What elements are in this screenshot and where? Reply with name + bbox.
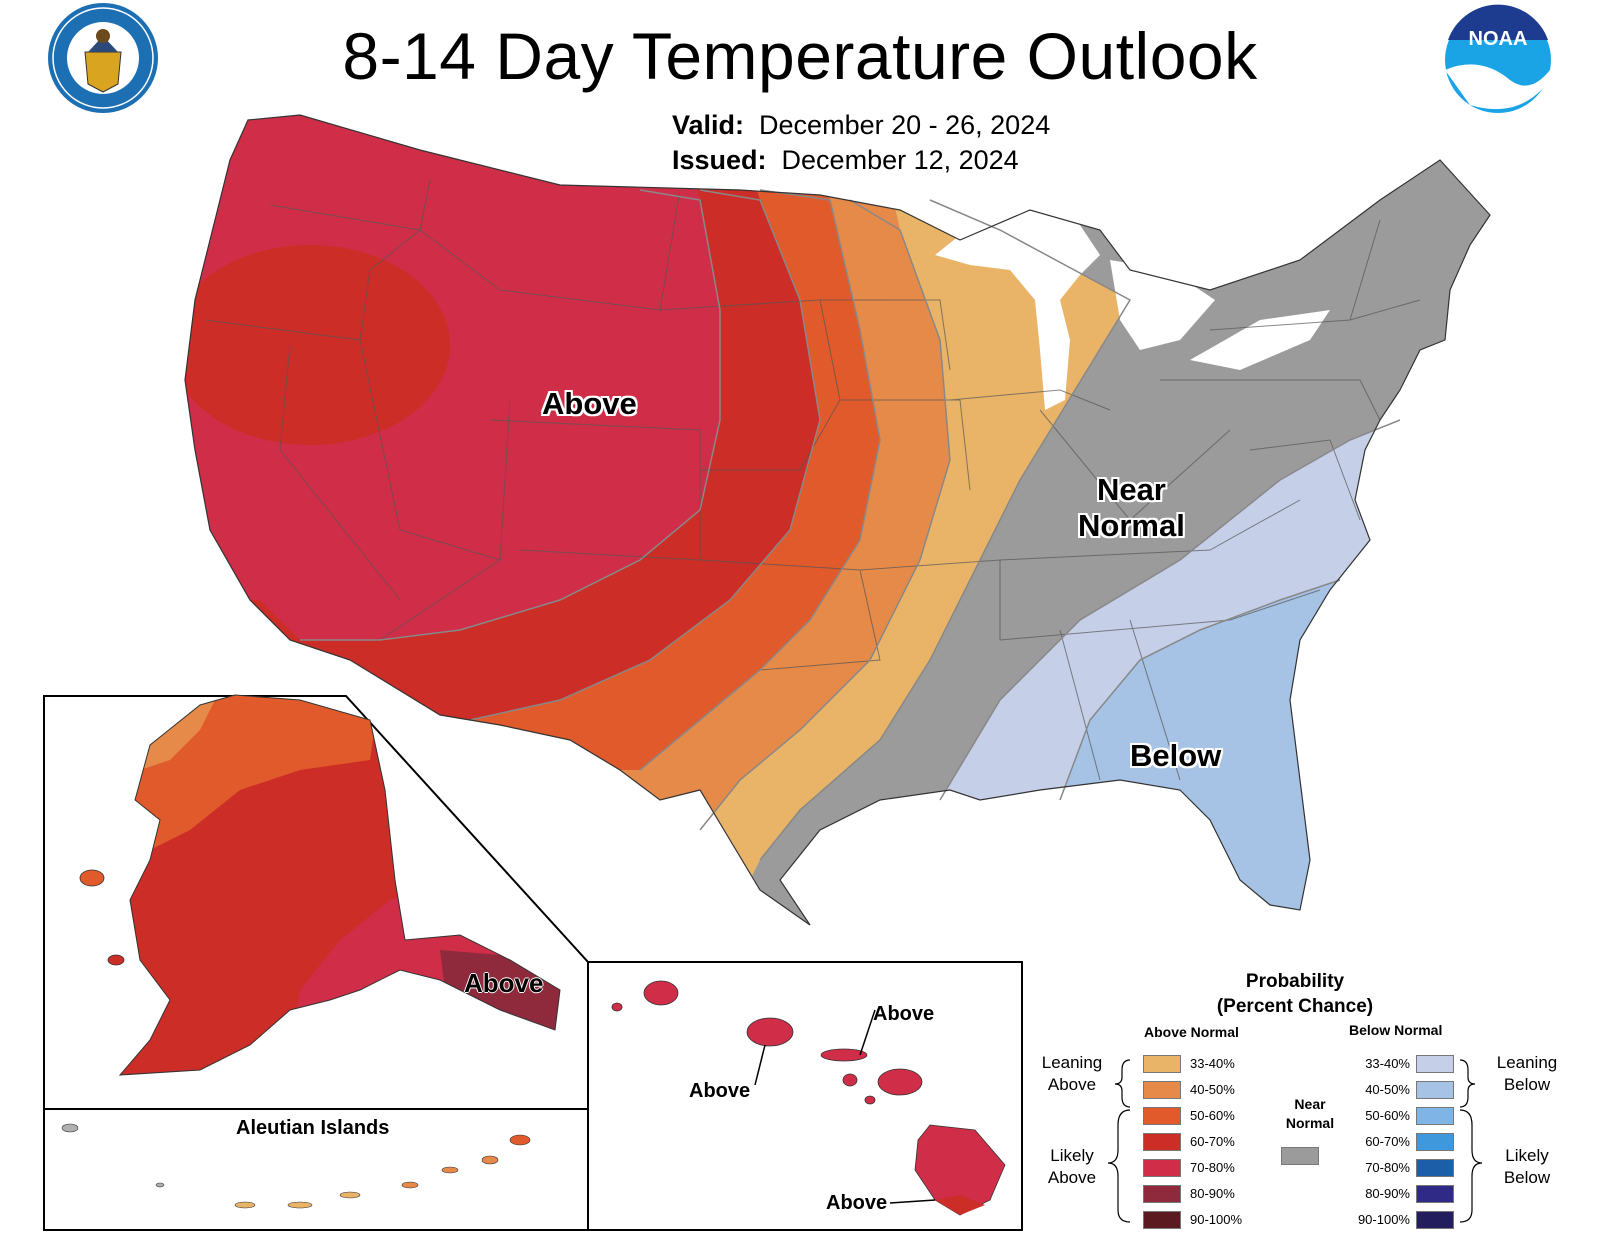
legend-leaning-above-line2: Above	[1047, 1075, 1097, 1095]
legend-above-swatch-0	[1143, 1055, 1181, 1073]
legend-near-normal-swatch	[1281, 1147, 1319, 1165]
legend-likely-below-line2: Below	[1503, 1168, 1551, 1188]
great-lakes	[935, 205, 1100, 410]
legend-above-swatch-6	[1143, 1211, 1181, 1229]
legend-leaning-below-line1: Leaning	[1496, 1053, 1558, 1072]
alaska-above-label: Above	[464, 968, 544, 998]
legend-above-range-4: 70-80%	[1190, 1160, 1235, 1175]
conus-above-label: Above	[542, 386, 637, 421]
legend-above-swatch-2	[1143, 1107, 1181, 1125]
legend-title-line2: (Percent Chance)	[1216, 995, 1374, 1017]
legend-likely-above-line2: Above	[1047, 1168, 1097, 1188]
legend-above-swatch-5	[1143, 1185, 1181, 1203]
legend-below-range-2: 50-60%	[1365, 1108, 1410, 1123]
legend-above-swatch-3	[1143, 1133, 1181, 1151]
legend-below-range-5: 80-90%	[1365, 1186, 1410, 1201]
hawaii-above-label-big-island: Above	[826, 1192, 888, 1214]
legend-below-range-0: 33-40%	[1365, 1056, 1410, 1071]
legend-above-swatch-4	[1143, 1159, 1181, 1177]
legend-likely-below: Likely Below	[1485, 1145, 1569, 1189]
valid-value: December 20 - 26, 2024	[759, 110, 1051, 140]
legend-below-swatch-2	[1416, 1107, 1454, 1125]
valid-label: Valid:	[672, 110, 745, 140]
legend-below-range-3: 60-70%	[1365, 1134, 1410, 1149]
conus-near-label-line1: Near	[1096, 472, 1166, 507]
issued-line: Issued: December 12, 2024	[672, 145, 1019, 176]
conus-near-label-line2: Normal	[1078, 507, 1185, 543]
legend-below-head: Below Normal	[1349, 1022, 1443, 1038]
lake-huron-erie	[1110, 260, 1330, 370]
legend-leaning-below: Leaning Below	[1485, 1052, 1569, 1096]
legend-title-line1: Probability	[1245, 971, 1345, 992]
legend-title: Probability (Percent Chance)	[1185, 970, 1405, 1019]
hawaii-inset	[587, 961, 1023, 1231]
legend-near-line2: Normal	[1285, 1114, 1335, 1131]
probability-contours	[300, 189, 1401, 861]
legend-below-swatch-1	[1416, 1081, 1454, 1099]
legend-leaning-above: Leaning Above	[1030, 1052, 1114, 1096]
valid-line: Valid: December 20 - 26, 2024	[672, 110, 1050, 141]
alaska-inset	[43, 694, 589, 1231]
legend-likely-below-line1: Likely	[1505, 1146, 1549, 1165]
legend-below-swatch-6	[1416, 1211, 1454, 1229]
legend-above-range-5: 80-90%	[1190, 1186, 1235, 1201]
legend-leaning-below-line2: Below	[1503, 1075, 1551, 1095]
legend-above-range-6: 90-100%	[1190, 1212, 1243, 1227]
issued-value: December 12, 2024	[781, 145, 1019, 175]
commerce-seal	[48, 3, 158, 113]
aleutian-title: Aleutian Islands	[236, 1117, 390, 1139]
legend-near-normal: Near Normal	[1275, 1095, 1345, 1133]
legend-below-range-4: 70-80%	[1365, 1160, 1410, 1175]
svg-text:NOAA: NOAA	[1469, 28, 1528, 50]
legend-below-swatch-5	[1416, 1185, 1454, 1203]
conus-below-label: Below	[1130, 738, 1222, 773]
legend-graphics	[1107, 1059, 1483, 1223]
legend-above-range-3: 60-70%	[1190, 1134, 1235, 1149]
hawaii-above-label-oahu: Above	[689, 1080, 751, 1102]
legend-near-line1: Near	[1294, 1096, 1326, 1112]
conus-border	[184, 114, 1491, 926]
page-title: 8-14 Day Temperature Outlook	[342, 19, 1258, 93]
legend-below-swatch-4	[1416, 1159, 1454, 1177]
hawaii-above-label-maui: Above	[873, 1003, 935, 1025]
legend-likely-above: Likely Above	[1030, 1145, 1114, 1189]
legend-above-range-1: 40-50%	[1190, 1082, 1235, 1097]
legend-below-swatch-0	[1416, 1055, 1454, 1073]
legend-below-swatch-3	[1416, 1133, 1454, 1151]
legend-below-range-6: 90-100%	[1357, 1212, 1410, 1227]
legend-above-head: Above Normal	[1144, 1024, 1239, 1040]
legend-below-range-1: 40-50%	[1365, 1082, 1410, 1097]
legend-above-swatch-1	[1143, 1081, 1181, 1099]
conus-near-normal-label: Near Normal	[1078, 472, 1185, 543]
legend-likely-above-line1: Likely	[1050, 1146, 1094, 1165]
issued-label: Issued:	[672, 145, 767, 175]
band-above-60-70-west	[185, 245, 450, 445]
legend-leaning-above-line1: Leaning	[1041, 1053, 1103, 1072]
legend-above-range-2: 50-60%	[1190, 1108, 1235, 1123]
legend-above-range-0: 33-40%	[1190, 1056, 1235, 1071]
state-borders	[204, 179, 1421, 781]
noaa-logo: NOAA	[1445, 4, 1551, 113]
